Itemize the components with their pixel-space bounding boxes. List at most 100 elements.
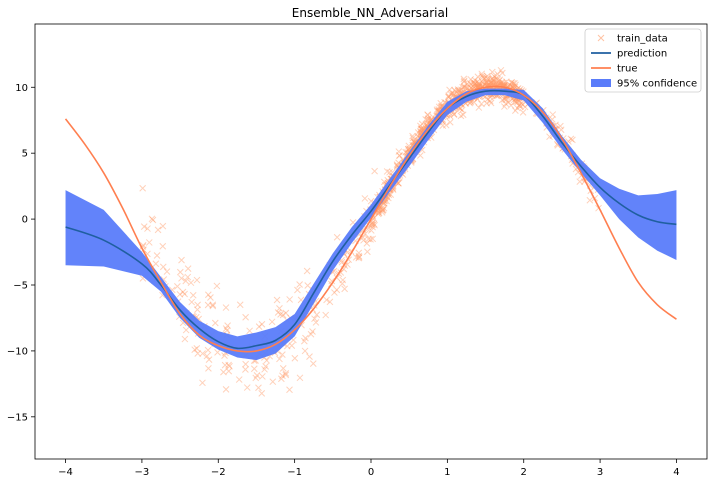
train-data-point bbox=[221, 361, 229, 369]
train-data-point bbox=[458, 86, 465, 94]
train-data-point bbox=[459, 83, 466, 91]
train-data-point bbox=[369, 235, 377, 243]
train-data-point bbox=[445, 93, 453, 101]
x-tick-label: −1 bbox=[287, 467, 302, 478]
y-tick-label: −10 bbox=[7, 346, 28, 357]
train-data-point bbox=[371, 221, 378, 229]
train-data-point bbox=[207, 294, 214, 301]
train-data-point bbox=[473, 78, 481, 86]
plot-area bbox=[64, 66, 677, 397]
train-data-point bbox=[454, 86, 462, 93]
series-line-true bbox=[64, 85, 677, 353]
train-data-point bbox=[378, 208, 386, 216]
train-data-point bbox=[159, 242, 167, 250]
train-data-point bbox=[458, 106, 466, 114]
train-data-point bbox=[179, 288, 187, 296]
train-data-point bbox=[507, 102, 515, 109]
train-data-point bbox=[471, 80, 479, 87]
legend-label: prediction bbox=[617, 49, 667, 60]
train-data-point bbox=[236, 301, 244, 309]
train-data-point bbox=[191, 346, 199, 354]
train-data-point bbox=[205, 365, 212, 372]
train-data-point bbox=[209, 302, 217, 310]
train-data-point bbox=[514, 98, 522, 106]
train-data-point bbox=[338, 280, 346, 287]
train-data-point bbox=[484, 95, 492, 103]
train-data-point bbox=[139, 184, 147, 192]
train-data-point bbox=[451, 87, 459, 95]
train-data-point bbox=[462, 84, 469, 92]
train-data-point bbox=[355, 252, 363, 260]
train-data-point bbox=[515, 102, 523, 110]
train-data-point bbox=[567, 135, 575, 143]
train-data-point bbox=[188, 298, 196, 306]
train-data-point bbox=[409, 134, 417, 142]
train-data-point bbox=[148, 215, 156, 223]
train-data-point bbox=[364, 248, 371, 256]
train-data-point bbox=[276, 305, 283, 312]
train-data-point bbox=[279, 351, 286, 358]
train-data-point bbox=[466, 79, 474, 87]
train-data-point bbox=[309, 360, 317, 367]
train-data-point bbox=[424, 111, 431, 118]
train-data-point bbox=[519, 109, 527, 116]
train-data-point bbox=[199, 350, 206, 357]
train-data-point bbox=[494, 70, 502, 78]
train-data-point bbox=[255, 384, 262, 392]
train-data-point bbox=[383, 168, 391, 175]
train-data-point bbox=[521, 103, 529, 111]
train-data-point bbox=[263, 357, 271, 364]
train-data-point bbox=[496, 76, 504, 84]
train-data-point bbox=[549, 111, 557, 118]
train-data-point bbox=[181, 335, 189, 343]
train-data-point bbox=[303, 267, 311, 275]
train-data-point bbox=[145, 239, 153, 246]
train-data-point bbox=[448, 89, 456, 97]
train-data-point bbox=[261, 365, 268, 373]
train-data-point bbox=[424, 116, 432, 124]
legend-label: train_data bbox=[617, 34, 668, 45]
train-data-point bbox=[467, 80, 475, 88]
train-data-point bbox=[508, 78, 516, 86]
train-data-point bbox=[498, 79, 506, 87]
train-data-point bbox=[471, 76, 479, 84]
train-data-point bbox=[498, 96, 506, 104]
train-data-point bbox=[482, 78, 490, 86]
train-data-point bbox=[204, 291, 212, 299]
train-data-point bbox=[242, 313, 249, 321]
train-data-point bbox=[519, 101, 527, 109]
train-data-point bbox=[463, 80, 471, 88]
legend-label: true bbox=[617, 64, 638, 75]
train-data-point bbox=[447, 91, 455, 98]
train-data-point bbox=[442, 121, 450, 129]
train-data-point bbox=[498, 78, 506, 86]
train-data-point bbox=[311, 315, 318, 323]
x-tick-label: 3 bbox=[597, 467, 603, 478]
train-data-point bbox=[268, 318, 276, 326]
train-data-point bbox=[282, 371, 290, 379]
train-data-point bbox=[282, 309, 290, 317]
train-data-point bbox=[326, 298, 334, 306]
train-data-point bbox=[331, 289, 338, 296]
train-data-point bbox=[149, 216, 157, 224]
train-data-point bbox=[454, 87, 462, 95]
train-data-point bbox=[409, 132, 416, 140]
train-data-point bbox=[424, 115, 432, 122]
x-tick-label: 4 bbox=[673, 467, 679, 478]
train-data-point bbox=[182, 277, 190, 285]
train-data-point bbox=[513, 98, 520, 106]
train-data-point bbox=[471, 80, 479, 88]
train-data-point bbox=[184, 265, 192, 272]
train-data-point bbox=[446, 86, 453, 94]
legend: train_data prediction true 95% confidence bbox=[584, 28, 702, 93]
chart-title: Ensemble_NN_Adversarial bbox=[292, 6, 448, 20]
train-data-point bbox=[474, 82, 482, 89]
train-data-point bbox=[361, 195, 369, 202]
train-data-point bbox=[516, 101, 523, 109]
train-data-point bbox=[470, 79, 478, 86]
train-data-point bbox=[211, 319, 219, 327]
train-data-point bbox=[223, 327, 231, 334]
train-data-point bbox=[193, 276, 201, 284]
train-data-point bbox=[467, 75, 475, 83]
